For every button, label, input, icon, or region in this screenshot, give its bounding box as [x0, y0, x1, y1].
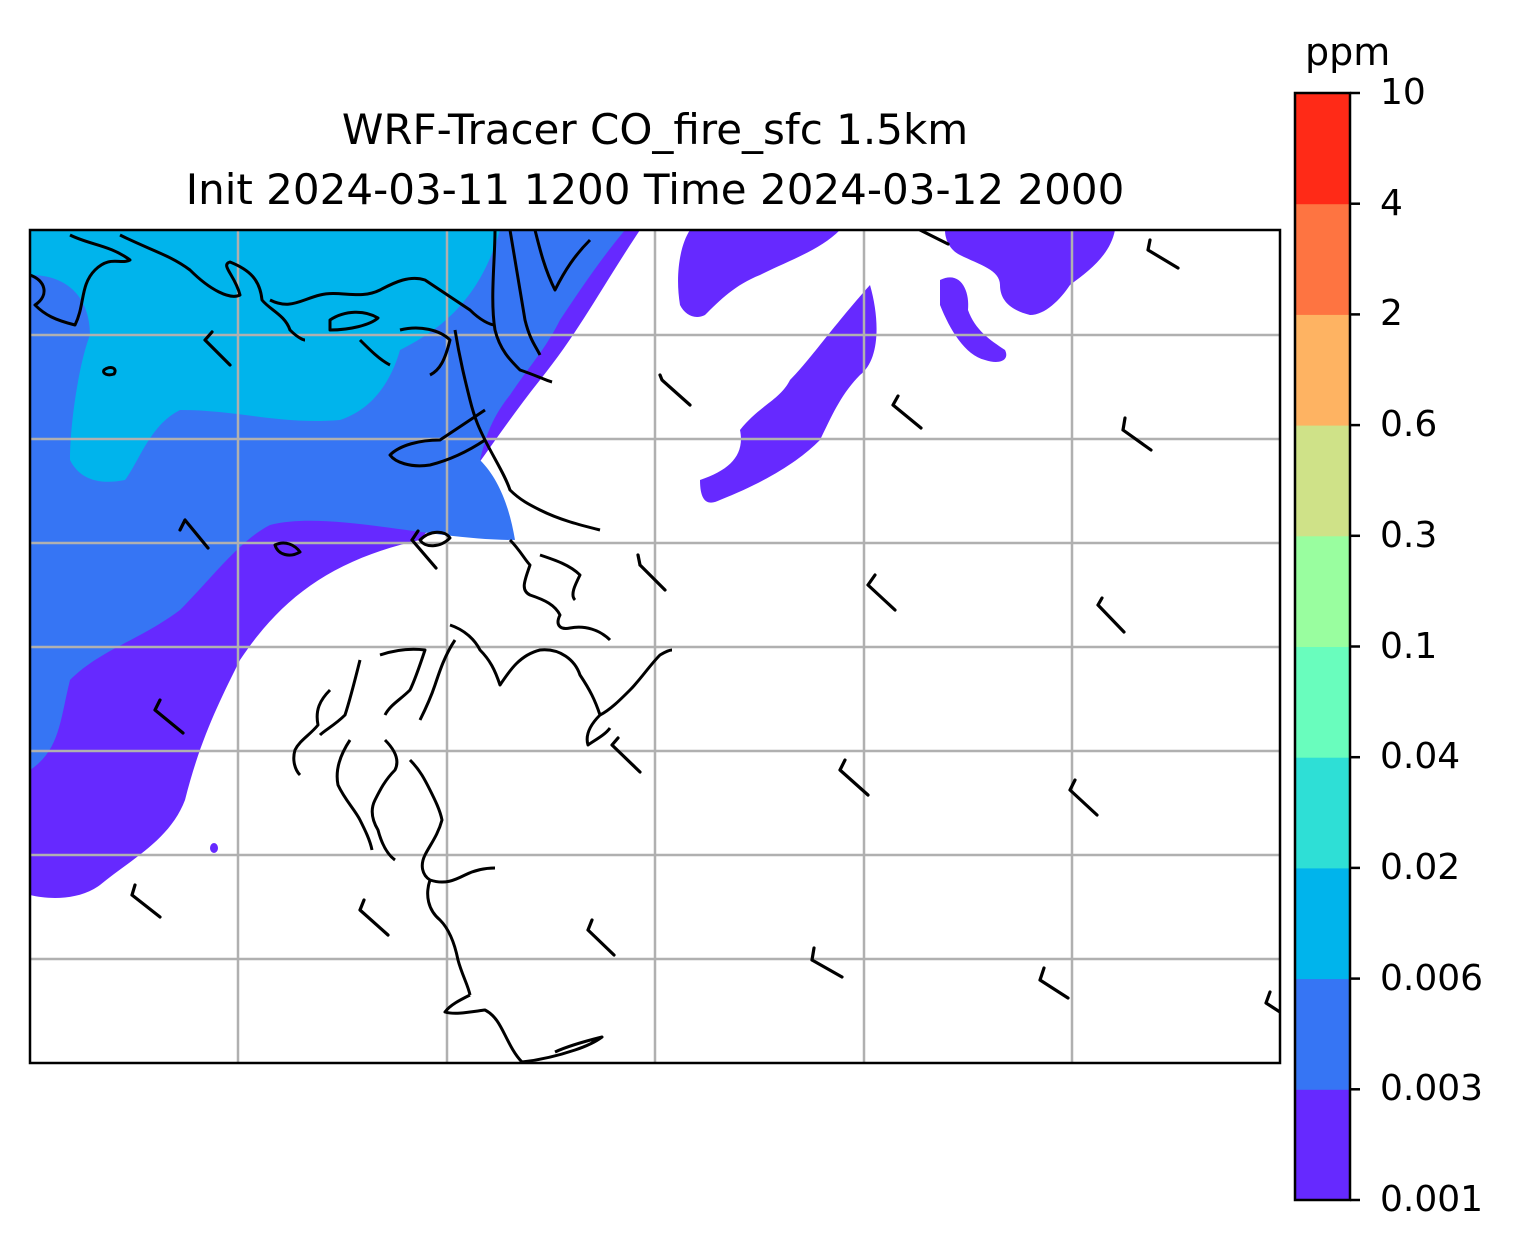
- wind-barb: [610, 736, 642, 774]
- wind-barb: [1068, 778, 1099, 817]
- colorbar-unit-label: ppm: [1305, 30, 1391, 74]
- wind-barb: [410, 529, 438, 570]
- contour-patch-east: [700, 285, 877, 503]
- colorbar-tick-label: 4: [1380, 182, 1403, 224]
- gridlines: [30, 230, 1280, 1063]
- colorbar-segment: [1295, 203, 1350, 315]
- wind-barb: [203, 330, 232, 367]
- colorbar-tick-label: 0.02: [1380, 846, 1461, 888]
- wind-barb: [178, 518, 210, 550]
- wind-barb: [891, 394, 923, 430]
- wind-barb: [358, 898, 390, 937]
- map-frame: [28, 228, 1282, 1065]
- chart-title-line-1: WRF-Tracer CO_fire_sfc 1.5km: [341, 105, 969, 154]
- contour-speck: [210, 843, 218, 853]
- coastline-north: [30, 230, 601, 532]
- wind-barb: [810, 946, 844, 979]
- colorbar-tick-label: 0.003: [1380, 1068, 1484, 1110]
- colorbar-tick-label: 0.6: [1380, 404, 1438, 446]
- coastline-central: [273, 530, 673, 777]
- wind-barb: [1264, 990, 1280, 1014]
- colorbar-segment: [1295, 535, 1350, 647]
- contour-patch-northeast: [678, 230, 840, 317]
- wind-barb: [586, 918, 616, 957]
- wind-barb: [1121, 416, 1153, 452]
- colorbar-segment: [1295, 757, 1350, 869]
- wind-barb: [636, 553, 667, 592]
- contour-patch-far-east-2: [940, 277, 1007, 362]
- colorbar-segment: [1295, 978, 1350, 1090]
- colorbar-segment: [1295, 867, 1350, 980]
- colorbar-segment: [1295, 425, 1350, 537]
- wind-barb: [153, 698, 185, 735]
- wind-barb: [658, 373, 692, 407]
- colorbar-tick-label: 0.04: [1380, 736, 1461, 778]
- colorbar-segment: [1295, 93, 1350, 205]
- map-area: [30, 230, 1280, 1063]
- colorbar-tick-label: 0.1: [1380, 625, 1438, 667]
- contour-band-high: [30, 230, 500, 482]
- colorbar-segment: [1295, 646, 1350, 758]
- colorbar-segment: [1295, 314, 1350, 426]
- colorbar-tick-label: 0.3: [1380, 514, 1438, 556]
- coastline-south: [335, 738, 604, 1063]
- colorbar-tick-label: 10: [1380, 72, 1426, 113]
- wind-barb: [838, 758, 870, 797]
- wind-barb: [1096, 596, 1126, 634]
- wind-barb: [1146, 238, 1180, 270]
- wind-barb: [918, 230, 950, 246]
- colorbar-tick-label: 0.001: [1380, 1179, 1484, 1220]
- coastlines: [30, 230, 673, 1063]
- colorbar-tick-label: 0.006: [1380, 957, 1484, 999]
- colorbar-segment: [1295, 1089, 1350, 1201]
- colorbar-tick-label: 2: [1380, 293, 1403, 335]
- wind-barb: [1038, 966, 1070, 1000]
- chart-title-line-2: Init 2024-03-11 1200 Time 2024-03-12 200…: [185, 165, 1125, 214]
- wind-barb: [866, 573, 897, 612]
- wind-barb: [130, 883, 162, 919]
- wind-barbs: [130, 230, 1280, 1014]
- colorbar: [1293, 91, 1360, 1202]
